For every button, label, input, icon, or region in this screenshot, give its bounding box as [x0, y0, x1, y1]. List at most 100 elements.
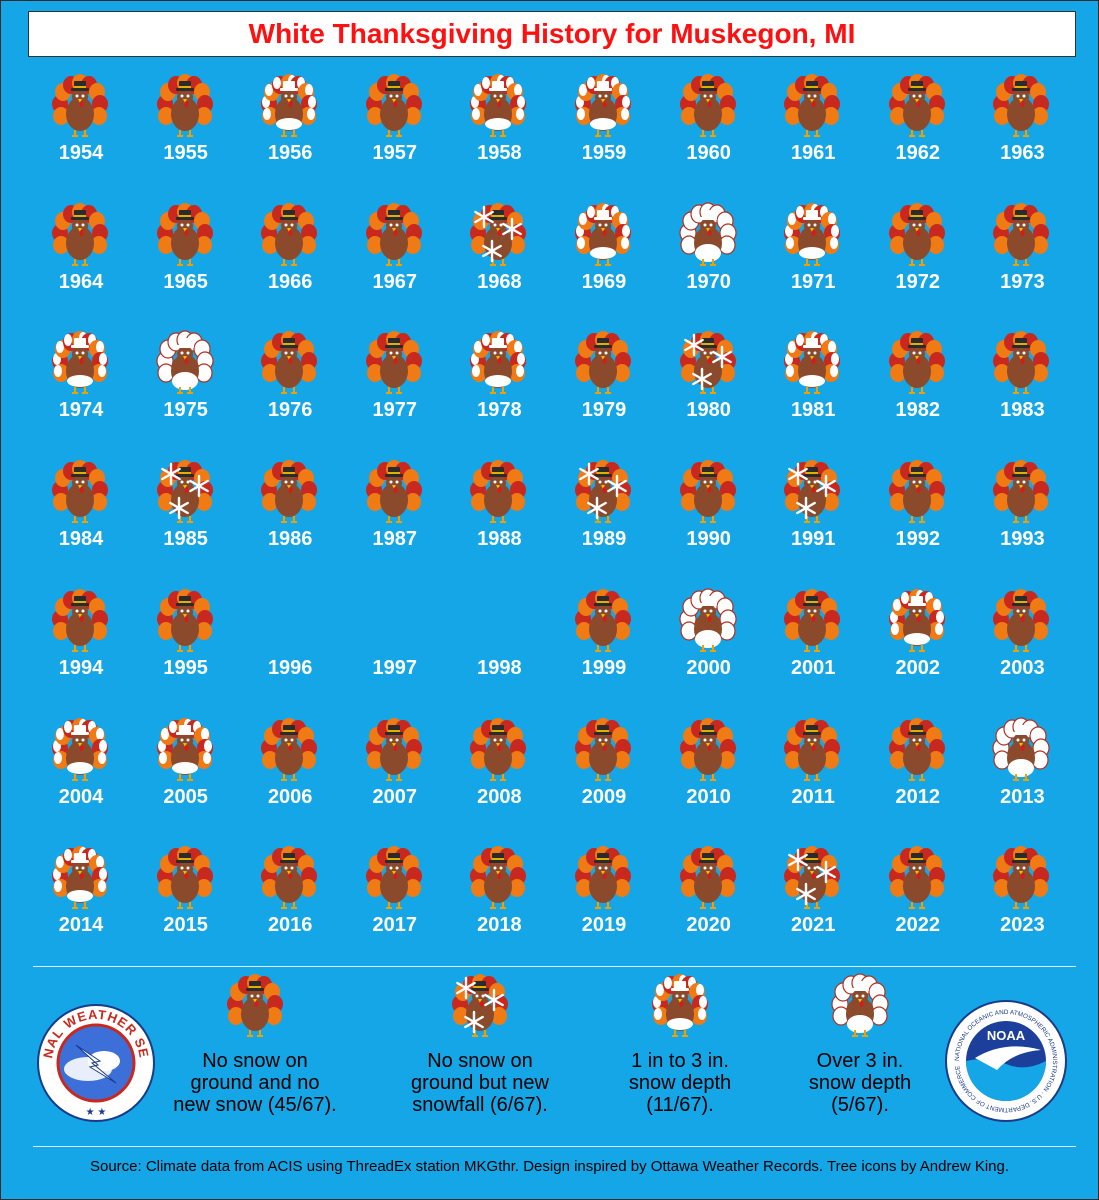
turkey-head [804, 603, 821, 620]
turkey-icon [365, 846, 422, 910]
turkey-wattle [811, 744, 816, 751]
turkey-wattle [916, 615, 921, 622]
turkey-body [170, 225, 199, 260]
year-cell-2022: 2022 [863, 846, 973, 960]
turkey-body [275, 483, 304, 518]
turkey-feather [823, 493, 840, 512]
turkey-hat-top [597, 209, 609, 218]
turkey-icon [52, 202, 108, 266]
turkey-wattle [602, 487, 607, 494]
year-label: 1982 [895, 399, 941, 422]
year-label: 2001 [790, 656, 836, 679]
turkey-feet [72, 902, 88, 910]
year-cell-2001: 2001 [758, 588, 868, 703]
turkey-feather [262, 493, 279, 512]
year-label: 1971 [790, 270, 836, 293]
turkey-feather [195, 235, 212, 254]
year-label: 1993 [1000, 528, 1045, 551]
turkey-eye [180, 94, 184, 98]
turkey-hat-band [492, 729, 505, 732]
year-label: 1970 [686, 270, 731, 293]
turkey-feet [281, 516, 298, 524]
turkey-feather-snow [482, 77, 491, 89]
year-label: 1972 [895, 270, 941, 293]
turkey-body [379, 483, 408, 518]
turkey-eye [75, 738, 79, 741]
turkey-eye [186, 609, 190, 613]
turkey-feet [176, 516, 193, 524]
year-label: 2017 [372, 914, 418, 937]
year-label: 2022 [895, 914, 941, 937]
turkey-head [176, 217, 193, 234]
year-cell-1989: 1989 [549, 460, 659, 574]
year-cell-1983: 1983 [967, 331, 1077, 445]
turkey-feet [490, 773, 507, 781]
turkey-icon [575, 74, 631, 137]
year-label: 2006 [267, 785, 313, 808]
turkey-eye [1022, 351, 1026, 355]
turkey-icon [784, 74, 841, 137]
turkey-feather [157, 879, 174, 898]
year-label: 1976 [267, 399, 313, 422]
turkey-feather [785, 879, 802, 898]
turkey-feather-snow [587, 205, 595, 218]
year-cell-1957: 1957 [340, 74, 450, 188]
turkey-eye [395, 94, 399, 98]
turkey-eye [290, 866, 294, 870]
turkey-feather-snow [621, 236, 629, 249]
turkey-feet [176, 258, 193, 266]
turkey-eye [912, 480, 916, 484]
turkey-feather [366, 493, 383, 512]
turkey-head [1013, 346, 1030, 363]
turkey-feather-snow [160, 727, 169, 740]
turkey-wattle [602, 358, 607, 365]
turkey-eye [912, 351, 916, 355]
year-label: 2008 [477, 785, 522, 808]
turkey-hat-band [597, 729, 609, 732]
turkey-body [379, 354, 408, 389]
turkey-icon [52, 74, 108, 137]
turkey-beak [496, 871, 501, 876]
turkey-feather-snow [96, 727, 104, 740]
turkey-eye [395, 480, 399, 484]
turkey-head [908, 603, 925, 620]
turkey-feather-snow [619, 84, 627, 96]
turkey-icon [261, 74, 318, 137]
turkey-eye [807, 738, 811, 741]
turkey-body [1007, 354, 1036, 389]
turkey-feather-snow [482, 334, 491, 347]
turkey-head [699, 732, 716, 749]
turkey-head [699, 475, 716, 492]
turkey-feather [195, 107, 212, 125]
turkey-hat-band [387, 858, 400, 861]
turkey-beak [182, 742, 187, 747]
turkey-hat-band [387, 214, 400, 217]
turkey-hat-band [492, 472, 505, 475]
turkey-feather [823, 621, 840, 640]
turkey-eye [493, 738, 497, 741]
turkey-feather-snow [587, 77, 595, 89]
turkey-feather [785, 107, 802, 125]
turkey-feather [994, 364, 1011, 383]
turkey-head [1013, 89, 1030, 105]
turkey-beak [182, 871, 187, 876]
year-label: 1983 [1000, 399, 1045, 422]
turkey-beak [391, 99, 396, 103]
turkey-wattle [79, 487, 84, 494]
turkey-feather-snow [830, 236, 839, 249]
turkey-feet [595, 773, 611, 781]
turkey-feather [157, 235, 174, 254]
turkey-hat-band [74, 600, 86, 603]
turkey-eye [290, 94, 294, 98]
turkey-feather-snow [622, 96, 630, 108]
turkey-beak [287, 227, 292, 232]
turkey-feather [785, 621, 802, 640]
turkey-feet [672, 1030, 688, 1037]
turkey-beak [914, 871, 919, 876]
turkey-hat-top [178, 338, 191, 347]
snowflake-icon [484, 988, 504, 1012]
turkey-eye [290, 351, 294, 355]
turkey-hat-band [492, 214, 505, 217]
turkey-head [176, 603, 193, 620]
turkey-beak [601, 485, 605, 490]
